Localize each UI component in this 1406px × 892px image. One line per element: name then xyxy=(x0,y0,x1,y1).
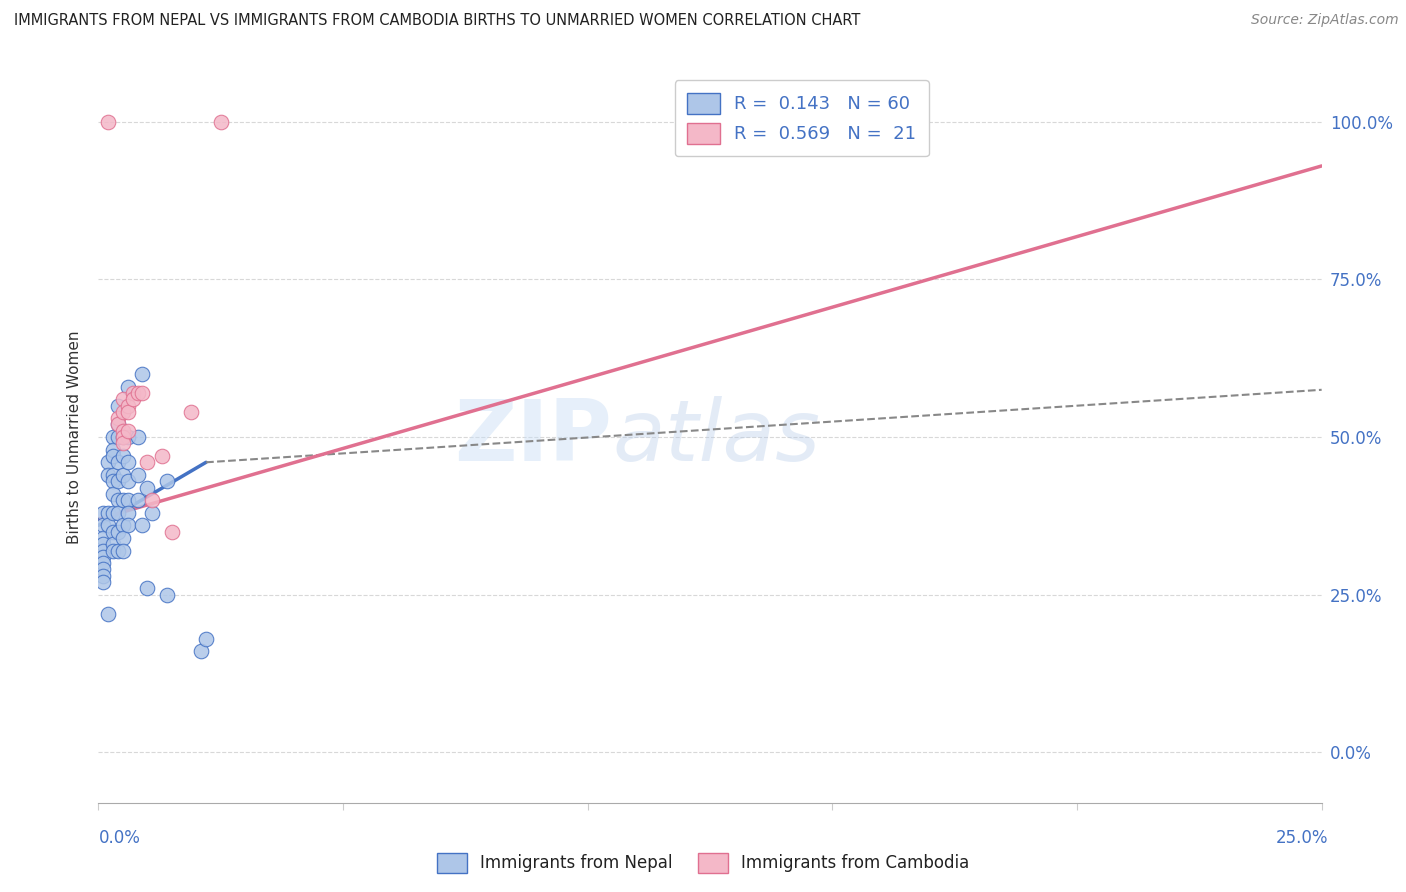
Point xyxy=(107,506,129,520)
Point xyxy=(111,424,134,438)
Text: 0.0%: 0.0% xyxy=(98,829,141,847)
Point xyxy=(117,474,139,488)
Point xyxy=(117,399,139,413)
Point xyxy=(91,518,114,533)
Point xyxy=(107,543,129,558)
Point xyxy=(101,543,124,558)
Point xyxy=(107,430,129,444)
Point xyxy=(107,417,129,432)
Legend: Immigrants from Nepal, Immigrants from Cambodia: Immigrants from Nepal, Immigrants from C… xyxy=(430,847,976,880)
Point xyxy=(190,644,212,658)
Point xyxy=(101,524,124,539)
Point xyxy=(209,115,232,129)
Point xyxy=(101,474,124,488)
Point xyxy=(111,449,134,463)
Point xyxy=(136,582,159,596)
Point xyxy=(97,467,120,482)
Point xyxy=(107,474,129,488)
Point xyxy=(136,481,159,495)
Point xyxy=(107,399,129,413)
Point xyxy=(131,386,153,401)
Point xyxy=(131,518,153,533)
Point xyxy=(117,455,139,469)
Point xyxy=(150,449,173,463)
Point xyxy=(141,493,163,508)
Point xyxy=(97,115,120,129)
Point xyxy=(107,417,129,432)
Point xyxy=(91,531,114,545)
Legend: R =  0.143   N = 60, R =  0.569   N =  21: R = 0.143 N = 60, R = 0.569 N = 21 xyxy=(675,80,929,156)
Point xyxy=(91,569,114,583)
Point xyxy=(101,449,124,463)
Point xyxy=(141,506,163,520)
Point xyxy=(101,467,124,482)
Point xyxy=(127,430,149,444)
Point xyxy=(91,562,114,576)
Point xyxy=(111,493,134,508)
Point xyxy=(117,518,139,533)
Point xyxy=(111,405,134,419)
Point xyxy=(121,386,143,401)
Y-axis label: Births to Unmarried Women: Births to Unmarried Women xyxy=(67,330,83,544)
Point xyxy=(117,379,139,393)
Point xyxy=(101,442,124,457)
Point xyxy=(111,467,134,482)
Point xyxy=(107,411,129,425)
Point xyxy=(136,455,159,469)
Point xyxy=(131,367,153,381)
Point xyxy=(111,430,134,444)
Point xyxy=(111,531,134,545)
Text: Source: ZipAtlas.com: Source: ZipAtlas.com xyxy=(1251,13,1399,28)
Point xyxy=(156,474,179,488)
Point xyxy=(127,493,149,508)
Point xyxy=(180,405,202,419)
Point xyxy=(117,405,139,419)
Point xyxy=(101,430,124,444)
Text: IMMIGRANTS FROM NEPAL VS IMMIGRANTS FROM CAMBODIA BIRTHS TO UNMARRIED WOMEN CORR: IMMIGRANTS FROM NEPAL VS IMMIGRANTS FROM… xyxy=(14,13,860,29)
Point xyxy=(101,506,124,520)
Point xyxy=(111,430,134,444)
Point xyxy=(127,467,149,482)
Text: atlas: atlas xyxy=(612,395,820,479)
Point xyxy=(156,588,179,602)
Point xyxy=(117,493,139,508)
Point xyxy=(111,518,134,533)
Point xyxy=(127,386,149,401)
Point xyxy=(111,436,134,450)
Point xyxy=(107,455,129,469)
Point xyxy=(101,487,124,501)
Point xyxy=(107,524,129,539)
Point xyxy=(97,518,120,533)
Point xyxy=(111,392,134,407)
Point xyxy=(91,543,114,558)
Point xyxy=(97,455,120,469)
Point xyxy=(91,549,114,564)
Point xyxy=(160,524,183,539)
Point xyxy=(111,543,134,558)
Text: 25.0%: 25.0% xyxy=(1277,829,1329,847)
Point xyxy=(91,537,114,551)
Point xyxy=(101,537,124,551)
Point xyxy=(97,607,120,621)
Point xyxy=(91,506,114,520)
Point xyxy=(117,506,139,520)
Text: ZIP: ZIP xyxy=(454,395,612,479)
Point xyxy=(97,506,120,520)
Point xyxy=(121,392,143,407)
Point xyxy=(107,493,129,508)
Point xyxy=(117,424,139,438)
Point xyxy=(195,632,218,646)
Point xyxy=(117,430,139,444)
Point xyxy=(91,556,114,570)
Point xyxy=(91,575,114,590)
